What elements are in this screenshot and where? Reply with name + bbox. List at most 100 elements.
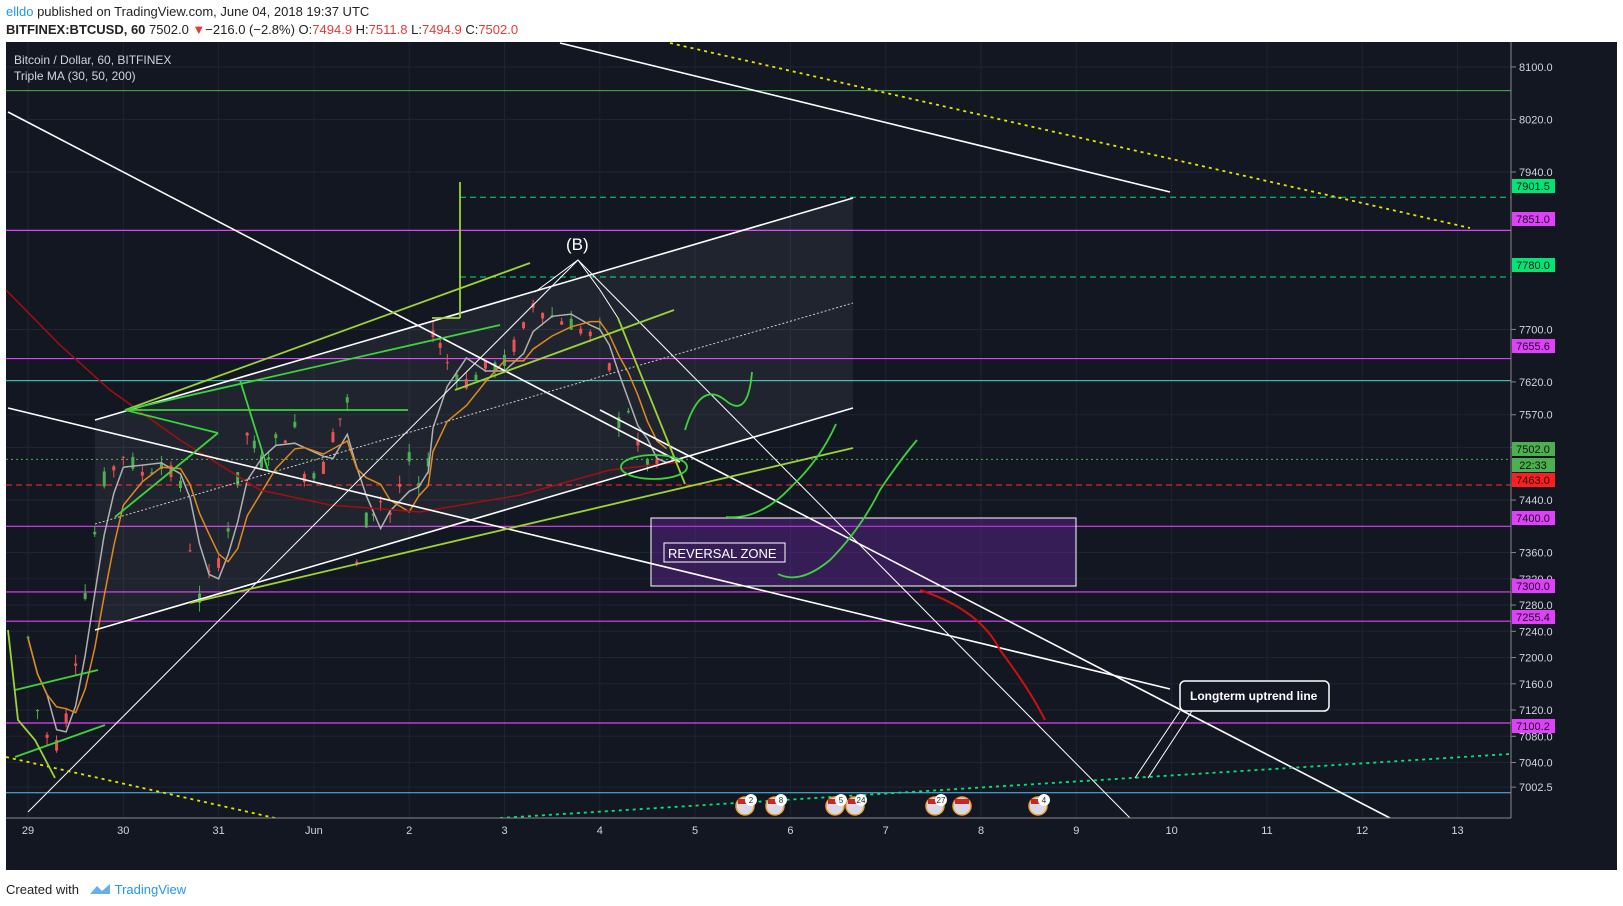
wave-b-peak [534, 259, 619, 319]
candle-body [483, 360, 487, 369]
price-label-text: 7780.0 [1516, 260, 1550, 272]
open-label: O: [298, 22, 313, 37]
candle-body [102, 471, 106, 487]
candle-body [36, 709, 40, 712]
candle-body [355, 561, 359, 564]
candle-body [283, 440, 287, 443]
y-tick-label: 7570.0 [1519, 410, 1553, 422]
close-value: 7502.0 [478, 22, 519, 37]
x-tick-label: 2 [406, 825, 412, 837]
price-label-bg [1512, 339, 1555, 353]
channel-shade [95, 198, 853, 628]
event-markers: 2 8 5 24 27 4 [735, 794, 1050, 816]
candle-body [364, 512, 368, 528]
candle-body [112, 466, 116, 471]
callout-text: Longterm uptrend line [1190, 689, 1318, 703]
price-label-text: 7655.6 [1516, 341, 1550, 353]
event-count: 4 [1042, 796, 1047, 805]
high-label: H: [355, 22, 369, 37]
event-flag-stripe [955, 799, 969, 804]
event-badge [775, 794, 787, 806]
horizontal-levels [6, 90, 1511, 794]
y-tick-label: 7002.5 [1519, 782, 1553, 794]
legend-indicator[interactable]: Triple MA (30, 50, 200) [14, 69, 136, 83]
tradingview-logo-icon [89, 883, 111, 895]
candle-body [45, 734, 49, 738]
tradingview-link[interactable]: TradingView [114, 882, 187, 897]
chart-panel[interactable] [6, 42, 1617, 870]
price-label-bg [1512, 473, 1555, 487]
candle-body [512, 339, 516, 352]
candle-body [64, 713, 68, 723]
symbol-label: BITFINEX:BTCUSD, 60 [6, 22, 146, 37]
author-link[interactable]: elldo [6, 4, 34, 19]
green-small-2 [14, 724, 106, 758]
candle-body [464, 379, 468, 389]
event-badge [855, 794, 867, 806]
candle-body [93, 531, 97, 535]
x-tick-label: 5 [692, 825, 698, 837]
down-arrow-icon: ▼ [192, 22, 206, 37]
price-label-text: 7901.5 [1516, 181, 1550, 193]
candle-body [150, 472, 154, 474]
event-flag-stripe [768, 799, 782, 804]
candle-body [626, 410, 630, 413]
candle-body [607, 363, 611, 371]
publish-line: elldo published on TradingView.com, June… [6, 4, 369, 19]
y-tick-label: 7080.0 [1519, 731, 1553, 743]
projection-2 [725, 423, 837, 519]
price-label-text: 7400.0 [1516, 513, 1550, 525]
candle-body [74, 663, 78, 666]
candle-body [259, 455, 263, 468]
close-label: C: [465, 22, 479, 37]
callout-box[interactable] [1179, 680, 1330, 712]
event-flag-stripe [828, 799, 842, 804]
candle-body [188, 550, 192, 552]
candle-body [207, 570, 211, 573]
callout-pointer-2 [1147, 710, 1193, 779]
candle-body [541, 312, 545, 319]
y-tick-label: 8020.0 [1519, 114, 1553, 126]
x-tick-label: 8 [978, 825, 984, 837]
lime-line-1 [124, 262, 531, 411]
event-badge [835, 794, 847, 806]
candle-body [83, 592, 87, 599]
price-label-text: 7851.0 [1516, 214, 1550, 226]
candle-body [293, 421, 297, 428]
chart-legend: Bitcoin / Dollar, 60, BITFINEX Triple MA… [14, 52, 171, 84]
event-count: 5 [839, 796, 844, 805]
y-tick-label: 7160.0 [1519, 679, 1553, 691]
channel-mid [94, 302, 854, 525]
y-tick-label: 7440.0 [1519, 495, 1553, 507]
y-tick-label: 7940.0 [1519, 167, 1553, 179]
reversal-zone-box[interactable] [650, 517, 1077, 587]
x-tick-label: 12 [1356, 825, 1368, 837]
green-small-1 [14, 669, 99, 691]
x-tick-label: Jun [305, 825, 323, 837]
candle-body [217, 558, 221, 568]
candle-body [438, 343, 442, 348]
x-tick-label: 7 [883, 825, 889, 837]
time-axis[interactable] [6, 818, 1617, 840]
ohlc-line: BITFINEX:BTCUSD, 60 7502.0 ▼−216.0 (−2.8… [6, 22, 518, 37]
projection-3 [777, 439, 918, 579]
price-labels: 7901.5 7851.0 7780.0 7655.6 7502.0 22:33 7463.… [1512, 179, 1555, 733]
candle-body [178, 480, 182, 489]
price-axis[interactable] [1511, 42, 1617, 818]
green-ellipse [620, 454, 688, 480]
y-tick-label: 7040.0 [1519, 758, 1553, 770]
lime-left [7, 629, 56, 779]
publish-header: elldo published on TradingView.com, June… [0, 0, 1623, 42]
candle-body [474, 374, 478, 381]
price-label-bg [1512, 610, 1555, 624]
y-tick-label: 8100.0 [1519, 62, 1553, 74]
low-value: 7494.9 [421, 22, 462, 37]
price-label-text: 22:33 [1519, 460, 1547, 472]
price-label-bg [1512, 511, 1555, 525]
footer: Created with TradingView [0, 870, 1623, 906]
y-tick-label: 7700.0 [1519, 324, 1553, 336]
y-tick-label: 7360.0 [1519, 548, 1553, 560]
x-tick-label: 13 [1451, 825, 1463, 837]
ma-50 [27, 320, 667, 714]
